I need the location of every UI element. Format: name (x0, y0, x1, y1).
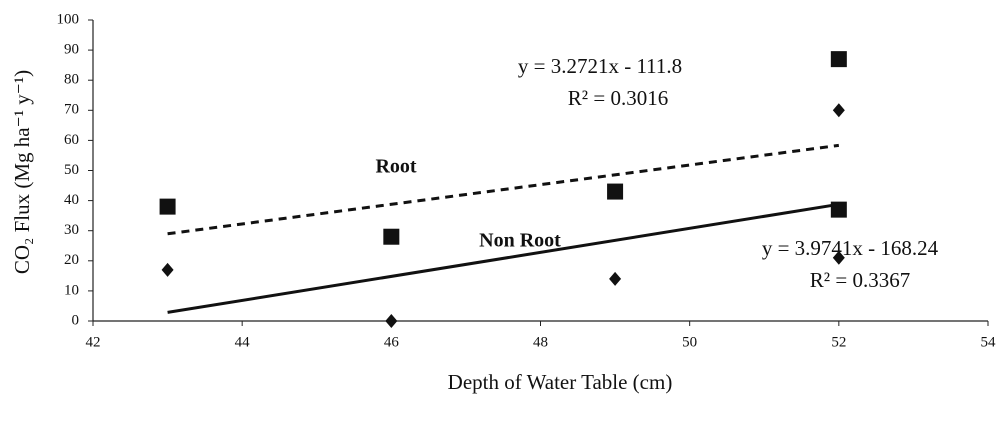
y-axis-title: CO₂ Flux (Mg ha⁻¹ y⁻¹) (10, 70, 34, 274)
x-tick-label: 54 (981, 334, 997, 350)
point (607, 183, 624, 200)
trendline (167, 202, 840, 314)
r-squared: R² = 0.3367 (810, 268, 910, 292)
y-tick-label: 0 (72, 312, 80, 328)
point (609, 271, 622, 286)
series-label: Non Root (479, 230, 561, 252)
point (832, 250, 845, 265)
series-label: Root (375, 156, 416, 178)
point (385, 314, 398, 328)
y-tick-label: 50 (64, 162, 79, 178)
trendline (167, 143, 840, 236)
x-tick-label: 50 (682, 334, 697, 350)
y-tick-label: 100 (57, 11, 80, 27)
equation: y = 3.9741x - 168.24 (762, 236, 939, 260)
point (383, 228, 400, 245)
y-tick-label: 80 (64, 72, 79, 88)
x-tick-label: 48 (533, 334, 548, 350)
y-tick-label: 30 (64, 222, 79, 238)
point (830, 51, 847, 68)
x-axis-title: Depth of Water Table (cm) (448, 370, 673, 394)
x-tick-label: 46 (384, 334, 400, 350)
y-tick-label: 10 (64, 282, 79, 298)
point (159, 198, 176, 215)
y-tick-label: 20 (64, 252, 79, 268)
point (161, 262, 174, 277)
y-tick-label: 90 (64, 42, 79, 58)
x-tick-label: 42 (86, 334, 101, 350)
y-tick-label: 40 (64, 192, 79, 208)
y-tick-label: 60 (64, 132, 79, 148)
x-tick-label: 44 (235, 334, 251, 350)
equation: y = 3.2721x - 111.8 (518, 54, 682, 78)
point (832, 103, 845, 118)
r-squared: R² = 0.3016 (568, 86, 668, 110)
y-tick-label: 70 (64, 102, 79, 118)
x-tick-label: 52 (831, 334, 846, 350)
